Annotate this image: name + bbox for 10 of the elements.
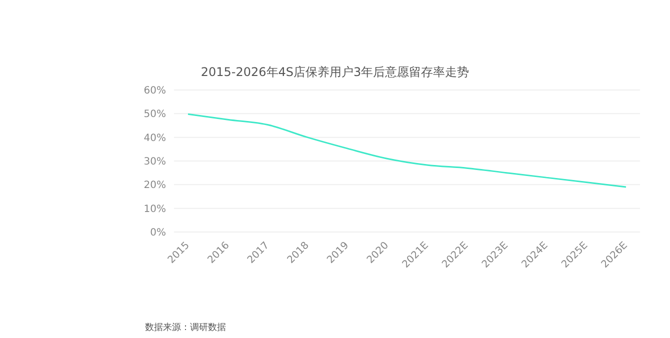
y-tick-label: 40% (144, 132, 166, 144)
y-tick-label: 20% (144, 180, 166, 192)
y-tick-label: 30% (144, 156, 166, 168)
source-note: 数据来源：调研数据 (145, 322, 226, 334)
chart-title: 2015-2026年4S店保养用户3年后意愿留存率走势 (200, 64, 470, 81)
y-tick-label: 60% (144, 86, 166, 97)
y-tick-label: 10% (144, 204, 166, 215)
y-tick-label: 50% (144, 109, 166, 120)
y-tick-label: 0% (150, 228, 166, 239)
line-series (187, 113, 627, 188)
